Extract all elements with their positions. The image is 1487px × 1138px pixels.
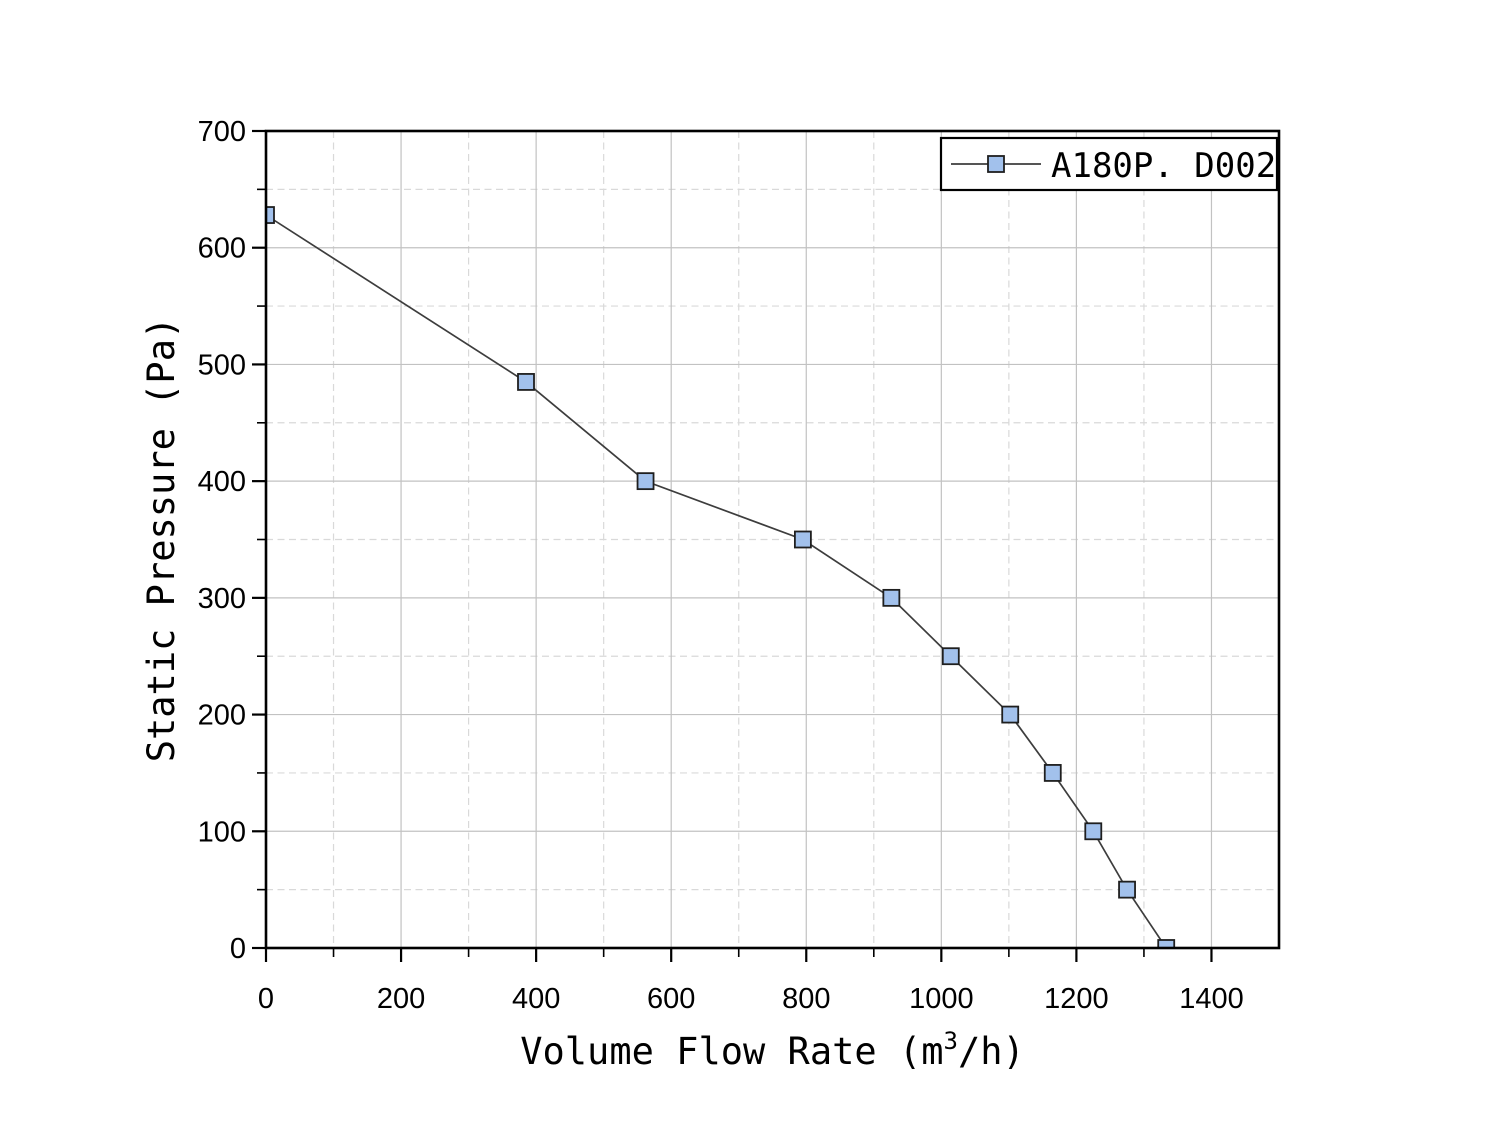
legend: A180P. D002 <box>939 136 1279 192</box>
x-tick-label: 1200 <box>1044 983 1109 1015</box>
data-point-marker <box>1001 705 1020 724</box>
data-point-marker <box>941 647 960 666</box>
y-tick-label: 300 <box>198 583 246 615</box>
minor-ticks <box>257 188 1145 957</box>
data-point-marker <box>636 472 655 491</box>
data-point-marker <box>1118 880 1136 899</box>
y-tick-label: 500 <box>198 349 246 381</box>
data-point-marker <box>793 530 812 549</box>
x-tick-label: 200 <box>377 983 425 1015</box>
grid-minor <box>266 131 1279 948</box>
x-tick-label: 0 <box>258 983 274 1015</box>
x-tick-label: 1400 <box>1179 983 1244 1015</box>
series-A180P.D002 <box>266 206 1176 948</box>
x-tick-label: 600 <box>647 983 695 1015</box>
data-point-marker <box>1157 939 1176 948</box>
y-tick-label: 0 <box>230 933 246 965</box>
x-tick-label: 1000 <box>909 983 974 1015</box>
data-point-marker <box>517 373 535 391</box>
x-tick-label: 800 <box>782 983 830 1015</box>
data-point-marker <box>882 588 901 607</box>
y-tick-label: 600 <box>198 233 246 265</box>
data-point-marker <box>1084 822 1103 841</box>
legend-label: A180P. D002 <box>1051 146 1276 186</box>
x-tick-labels: 0 200 400 600 800 1000 1200 1400 <box>258 983 1244 1015</box>
y-tick-labels: 0 100 200 300 400 500 600 700 <box>198 116 246 965</box>
y-axis-title: Static Pressure (Pa) <box>140 317 183 763</box>
data-point-marker <box>1043 764 1062 782</box>
plot-border <box>264 129 1281 950</box>
y-tick-label: 200 <box>198 700 246 732</box>
x-tick-label: 400 <box>512 983 560 1015</box>
x-axis-title: Volume Flow Rate (m3/h) <box>520 1027 1025 1073</box>
data-point-marker <box>266 206 275 224</box>
major-ticks <box>252 129 1213 962</box>
y-tick-label: 400 <box>198 466 246 498</box>
y-tick-label: 100 <box>198 816 246 848</box>
y-tick-label: 700 <box>198 116 246 148</box>
legend-marker <box>987 155 1005 173</box>
